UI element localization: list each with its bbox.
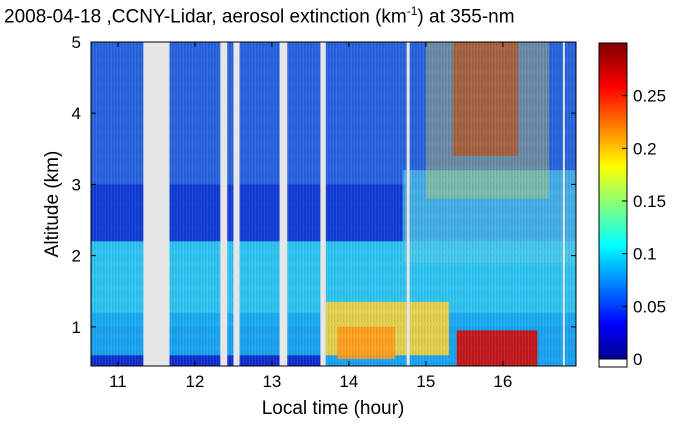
x-tick-label: 12 <box>185 372 204 391</box>
x-tick-label: 14 <box>339 372 358 391</box>
data-gap-3 <box>279 42 288 366</box>
colorbar-tick-label: 0 <box>633 350 642 369</box>
x-tick-label: 11 <box>109 372 127 391</box>
colorbar-tick-label: 0.2 <box>633 139 657 158</box>
plot-texture <box>91 42 576 366</box>
data-gap-5 <box>406 42 410 366</box>
data-gap-1 <box>220 42 228 366</box>
x-tick-label: 16 <box>493 372 512 391</box>
x-tick-label: 13 <box>262 372 281 391</box>
y-axis-label: Altitude (km) <box>42 151 63 258</box>
colorbar: 0 0.05 0.1 0.15 0.2 0.25 <box>598 42 666 369</box>
colorbar-bottom-cap <box>598 358 628 368</box>
chart-title-superscript: -1 <box>406 4 418 18</box>
colorbar-tick-label: 0.15 <box>633 192 666 211</box>
data-gap-4 <box>320 42 326 366</box>
colorbar-tick-label: 0.25 <box>633 87 666 106</box>
y-tick-label: 2 <box>72 247 81 266</box>
data-gap-6 <box>562 42 565 366</box>
chart-title-prefix: 2008-04-18 ,CCNY-Lidar, aerosol extincti… <box>4 6 407 28</box>
y-tick-label: 1 <box>72 318 81 337</box>
x-axis-label: Local time (hour) <box>262 398 405 419</box>
colorbar-tick-label: 0.05 <box>633 297 666 316</box>
chart-title: 2008-04-18 ,CCNY-Lidar, aerosol extincti… <box>4 4 700 28</box>
y-tick-label: 4 <box>72 104 81 123</box>
x-tick-label: 15 <box>416 372 435 391</box>
chart-title-suffix: ) at 355-nm <box>417 6 515 28</box>
data-gap-2 <box>233 42 240 366</box>
plot-frame <box>90 41 577 367</box>
y-tick-label: 5 <box>72 33 81 52</box>
colorbar-tick-label: 0.1 <box>633 245 657 264</box>
data-gap-0 <box>143 42 170 366</box>
y-tick-label: 3 <box>72 175 81 194</box>
